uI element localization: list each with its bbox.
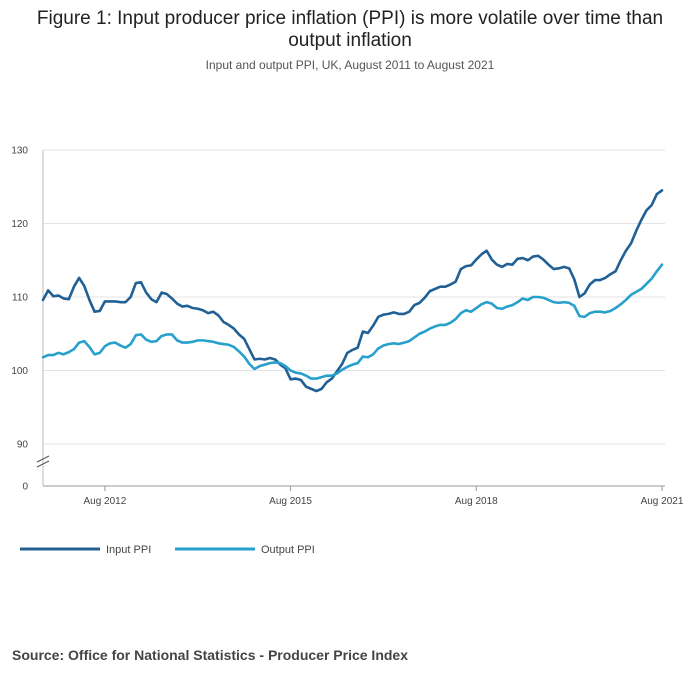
series — [41, 189, 664, 393]
gridlines — [43, 149, 665, 445]
y-tick-label-130: 130 — [11, 146, 28, 157]
x-tick-label: Aug 2021 — [641, 496, 684, 507]
series-line-output-ppi — [41, 263, 664, 380]
chart-subtitle: Input and output PPI, UK, August 2011 to… — [205, 58, 495, 72]
axis-break-mark — [36, 460, 50, 468]
y-tick-label-90: 90 — [17, 440, 29, 451]
y-tick-label-110: 110 — [12, 293, 28, 304]
axis-break-mark — [36, 455, 50, 463]
y-tick-label-0: 0 — [22, 482, 28, 493]
y-tick-label-120: 120 — [11, 219, 28, 230]
legend-label: Input PPI — [106, 544, 151, 556]
y-tick-label-100: 100 — [11, 366, 28, 377]
legend: Input PPI Output PPI — [20, 544, 315, 556]
source-note: Source: Office for National Statistics -… — [12, 647, 408, 663]
x-tick-label: Aug 2012 — [83, 496, 126, 507]
x-tick-label: Aug 2018 — [455, 496, 498, 507]
axes: 130 120 110 100 90 0 Aug 2012 Aug 2015 Aug 2018 A… — [11, 146, 684, 508]
x-tick-label: Aug 2015 — [269, 496, 312, 507]
legend-label: Output PPI — [261, 544, 315, 556]
chart-title: Figure 1: Input producer price inflation… — [36, 8, 664, 51]
series-line-input-ppi — [41, 189, 664, 393]
